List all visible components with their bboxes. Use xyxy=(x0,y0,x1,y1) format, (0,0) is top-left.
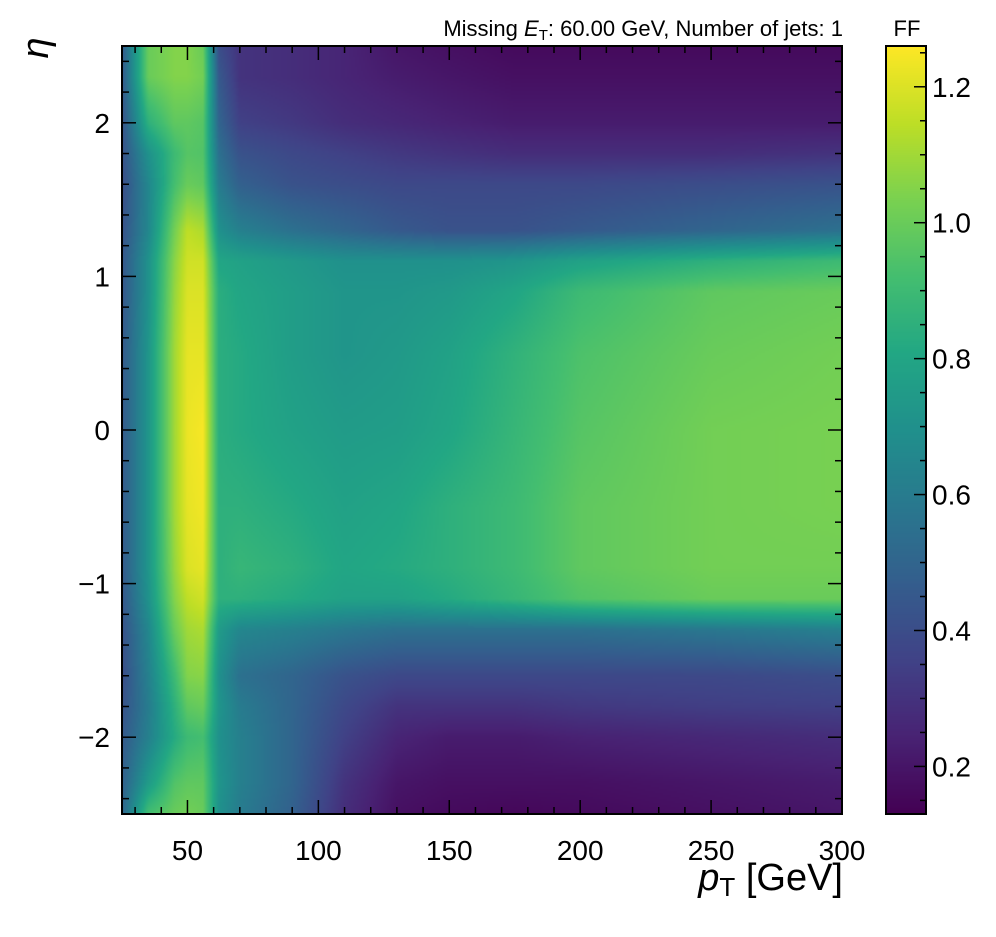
x-axis-label-symbol: p xyxy=(697,857,719,899)
chart-title-prefix: Missing xyxy=(443,16,524,41)
x-axis-label: pT [GeV] xyxy=(697,857,843,902)
x-ticks: 50 100 150 200 250 300 xyxy=(134,46,866,866)
colorbar-tick-label: 1.0 xyxy=(932,208,971,239)
y-tick-label: 2 xyxy=(94,108,110,139)
colorbar-tick-label: 0.2 xyxy=(932,751,971,782)
colorbar-gradient xyxy=(886,46,926,814)
chart-title-suffix: : 60.00 GeV, Number of jets: 1 xyxy=(548,16,843,41)
y-tick-label: −1 xyxy=(78,569,110,600)
chart-title: Missing ET: 60.00 GeV, Number of jets: 1 xyxy=(443,16,843,44)
colorbar-tick-label: 0.8 xyxy=(932,344,971,375)
x-tick-label: 50 xyxy=(172,835,203,866)
y-ticks: −2 −1 0 1 2 xyxy=(78,60,842,800)
colorbar: FF 0.2 0.4 0.6 0.8 1.0 1.2 xyxy=(885,16,971,815)
x-tick-label: 100 xyxy=(295,835,342,866)
chart-title-symbol: E xyxy=(524,16,539,41)
chart-title-subscript: T xyxy=(539,27,548,44)
y-axis-label: η xyxy=(15,37,57,58)
plot-area: 50 100 150 200 250 300 −2 −1 0 1 2 xyxy=(78,45,866,866)
heatmap-image xyxy=(122,46,842,814)
x-axis-label-unit: [GeV] xyxy=(735,857,843,899)
x-axis-label-subscript: T xyxy=(719,872,735,902)
y-tick-label: 0 xyxy=(94,415,110,446)
x-tick-label: 200 xyxy=(557,835,604,866)
x-tick-label: 250 xyxy=(688,835,735,866)
colorbar-label: FF xyxy=(894,16,921,41)
y-tick-label: −2 xyxy=(78,722,110,753)
x-tick-label: 150 xyxy=(426,835,473,866)
colorbar-tick-label: 1.2 xyxy=(932,72,971,103)
colorbar-tick-label: 0.4 xyxy=(932,615,971,646)
colorbar-frame xyxy=(885,45,927,815)
x-tick-label: 300 xyxy=(819,835,866,866)
colorbar-ticks: 0.2 0.4 0.6 0.8 1.0 1.2 xyxy=(914,52,971,802)
colorbar-tick-label: 0.6 xyxy=(932,480,971,511)
y-tick-label: 1 xyxy=(94,261,110,292)
